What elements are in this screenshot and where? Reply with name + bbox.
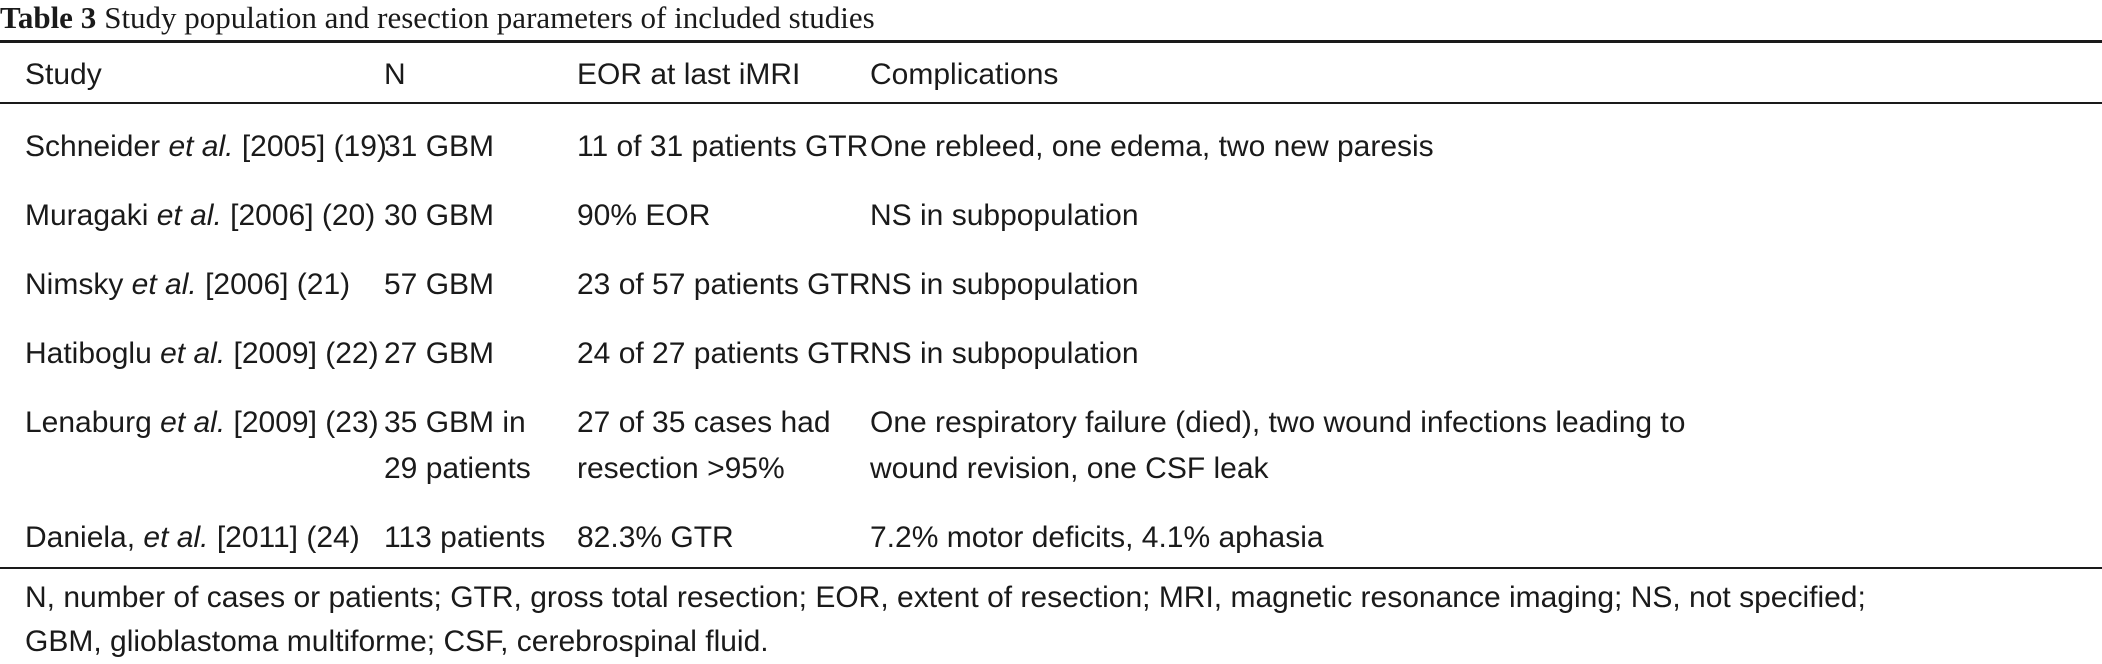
table-row: Nimsky et al. [2006] (21) 57 GBM 23 of 57 … (0, 254, 2102, 323)
complications-line: One rebleed, one edema, two new paresis (870, 130, 1434, 163)
eor-line: 82.3% GTR (577, 521, 734, 554)
study-reference: [2009] (23) (233, 406, 379, 439)
study-reference: [2006] (21) (205, 268, 351, 301)
table-footnote: N, number of cases or patients; GTR, gro… (25, 576, 2095, 664)
cell-study: Schneider et al. [2005] (19) (0, 102, 387, 185)
cell-study: Lenaburg et al. [2009] (23) (0, 392, 384, 507)
table-row: Daniela, et al. [2011] (24) 113 patients 8… (0, 507, 2102, 576)
cell-complications: One respiratory failure (died), two woun… (870, 392, 2102, 507)
study-citation: Schneider et al. [2005] (19) (25, 124, 387, 170)
cell-n: 27 GBM (384, 323, 577, 392)
study-citation: Daniela, et al. [2011] (24) (25, 515, 384, 561)
study-author: Hatiboglu (25, 337, 152, 370)
complications-line: 7.2% motor deficits, 4.1% aphasia (870, 521, 1324, 554)
study-reference: [2009] (22) (233, 337, 379, 370)
study-etal: et al. (156, 199, 222, 232)
study-citation: Nimsky et al. [2006] (21) (25, 262, 384, 308)
cell-n: 113 patients (384, 507, 577, 576)
eor-line: 90% EOR (577, 199, 711, 232)
cell-complications: One rebleed, one edema, two new paresis (870, 102, 2102, 185)
study-reference: [2011] (24) (216, 521, 360, 554)
n-line: 27 GBM (384, 337, 495, 370)
cell-n: 35 GBM in 29 patients (384, 392, 577, 507)
n-line: 57 GBM (384, 268, 495, 301)
eor-line: 23 of 57 patients GTR (577, 268, 871, 301)
cell-study: Nimsky et al. [2006] (21) (0, 254, 384, 323)
table-label: Table 3 (0, 0, 97, 35)
n-line: 29 patients (384, 452, 531, 485)
study-citation: Hatiboglu et al. [2009] (22) (25, 331, 384, 377)
complications-line: NS in subpopulation (870, 268, 1139, 301)
n-line: 31 GBM (384, 130, 495, 163)
header-rule (0, 102, 2102, 104)
cell-eor: 24 of 27 patients GTR (577, 323, 871, 392)
study-etal: et al. (143, 521, 209, 554)
table-row: Schneider et al. [2005] (19) 31 GBM 11 of … (0, 102, 2102, 185)
eor-line: 24 of 27 patients GTR (577, 337, 871, 370)
cell-eor: 82.3% GTR (577, 507, 870, 576)
study-citation: Muragaki et al. [2006] (20) (25, 193, 384, 239)
study-author: Schneider (25, 130, 161, 163)
study-table: Study N EOR at last iMRI Complications S… (0, 43, 2102, 576)
table-row: Hatiboglu et al. [2009] (22) 27 GBM 24 of … (0, 323, 2102, 392)
study-etal: et al. (168, 130, 234, 163)
study-author: Muragaki (25, 199, 149, 232)
eor-line: 27 of 35 cases had (577, 406, 831, 439)
cell-n: 57 GBM (384, 254, 577, 323)
table-title: Study population and resection parameter… (104, 0, 875, 35)
cell-study: Hatiboglu et al. [2009] (22) (0, 323, 384, 392)
study-author: Daniela, (25, 521, 136, 554)
footnote-line: GBM, glioblastoma multiforme; CSF, cereb… (25, 625, 769, 658)
header-row: Study N EOR at last iMRI Complications (0, 43, 2102, 102)
n-line: 113 patients (384, 521, 546, 554)
cell-eor: 27 of 35 cases had resection >95% (577, 392, 870, 507)
complications-line: wound revision, one CSF leak (870, 452, 1269, 485)
study-reference: [2005] (19) (241, 130, 387, 163)
study-etal: et al. (160, 337, 226, 370)
complications-line: NS in subpopulation (870, 199, 1139, 232)
complications-line: One respiratory failure (died), two woun… (870, 406, 1686, 439)
complications-line: NS in subpopulation (870, 337, 1139, 370)
cell-complications: NS in subpopulation (870, 254, 2102, 323)
cell-study: Muragaki et al. [2006] (20) (0, 185, 384, 254)
n-line: 35 GBM in (384, 406, 526, 439)
study-citation: Lenaburg et al. [2009] (23) (25, 400, 384, 446)
cell-eor: 11 of 31 patients GTR (577, 102, 870, 185)
table-body: Schneider et al. [2005] (19) 31 GBM 11 of … (0, 102, 2102, 576)
study-author: Lenaburg (25, 406, 152, 439)
n-line: 30 GBM (384, 199, 495, 232)
header-study: Study (25, 58, 102, 91)
cell-study: Daniela, et al. [2011] (24) (0, 507, 384, 576)
cell-complications: NS in subpopulation (870, 185, 2102, 254)
header-n: N (384, 58, 406, 91)
cell-n: 30 GBM (384, 185, 577, 254)
table-row: Lenaburg et al. [2009] (23) 35 GBM in 29 p… (0, 392, 2102, 507)
cell-eor: 23 of 57 patients GTR (577, 254, 871, 323)
eor-line: resection >95% (577, 452, 785, 485)
cell-complications: NS in subpopulation (870, 323, 2102, 392)
cell-complications: 7.2% motor deficits, 4.1% aphasia (870, 507, 2102, 576)
footnote-line: N, number of cases or patients; GTR, gro… (25, 581, 1866, 614)
study-author: Nimsky (25, 268, 124, 301)
study-etal: et al. (160, 406, 226, 439)
header-complications: Complications (870, 58, 1059, 91)
table-row: Muragaki et al. [2006] (20) 30 GBM 90% EOR… (0, 185, 2102, 254)
study-reference: [2006] (20) (230, 199, 376, 232)
cell-eor: 90% EOR (577, 185, 870, 254)
bottom-rule (0, 567, 2102, 569)
study-etal: et al. (131, 268, 197, 301)
cell-n: 31 GBM (384, 102, 577, 185)
eor-line: 11 of 31 patients GTR (577, 130, 869, 163)
top-rule (0, 40, 2102, 43)
header-eor: EOR at last iMRI (577, 58, 801, 91)
table-caption: Table 3 Study population and resection pa… (0, 0, 2102, 38)
